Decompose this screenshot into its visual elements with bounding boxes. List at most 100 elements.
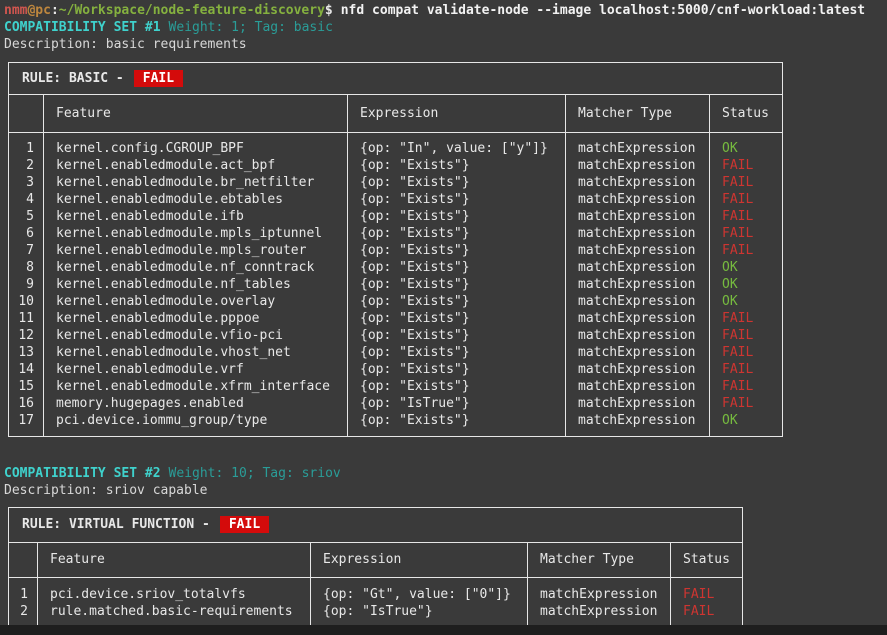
expression-cell: {op: "Exists"} <box>347 310 566 327</box>
set1-meta: Weight: 1; Tag: basic <box>168 20 333 35</box>
status-cell: FAIL <box>708 395 783 412</box>
status-cell: OK <box>708 412 783 437</box>
feature-cell: kernel.enabledmodule.br_netfilter <box>43 174 348 191</box>
matcher-type-cell: matchExpression <box>527 603 671 629</box>
table-row: 10 kernel.enabledmodule.overlay {op: "Exis… <box>9 293 783 310</box>
row-number: 8 <box>26 260 34 275</box>
matcher-type-cell: matchExpression <box>565 344 710 361</box>
col-header-matcher-type: Matcher Type <box>565 94 710 133</box>
window-bottom-edge <box>0 625 887 635</box>
status-cell: FAIL <box>708 208 783 225</box>
expression-cell: {op: "Exists"} <box>347 259 566 276</box>
table-row: 9 kernel.enabledmodule.nf_tables {op: "Exi… <box>9 276 783 293</box>
table-row: 17 pci.device.iommu_group/type {op: "Exist… <box>9 412 783 437</box>
row-number: 2 <box>20 604 28 619</box>
set1-title: COMPATIBILITY SET #1 <box>4 20 161 35</box>
matcher-type-cell: matchExpression <box>565 293 710 310</box>
feature-cell: kernel.enabledmodule.vrf <box>43 361 348 378</box>
set2-meta: Weight: 10; Tag: sriov <box>168 466 341 481</box>
row-number: 3 <box>26 175 34 190</box>
matcher-type-cell: matchExpression <box>565 378 710 395</box>
matcher-type-cell: matchExpression <box>565 191 710 208</box>
status-cell: FAIL <box>669 577 743 603</box>
expression-cell: {op: "Exists"} <box>347 242 566 259</box>
feature-cell: kernel.enabledmodule.ebtables <box>43 191 348 208</box>
feature-cell: kernel.enabledmodule.mpls_iptunnel <box>43 225 348 242</box>
row-number: 13 <box>18 345 34 360</box>
expression-cell: {op: "Exists"} <box>347 378 566 395</box>
matcher-type-cell: matchExpression <box>565 327 710 344</box>
status-cell: OK <box>708 259 783 276</box>
feature-cell: kernel.enabledmodule.vfio-pci <box>43 327 348 344</box>
feature-cell: kernel.enabledmodule.nf_tables <box>43 276 348 293</box>
feature-cell: pci.device.sriov_totalvfs <box>37 577 311 603</box>
rule-label: RULE: BASIC - <box>22 71 124 86</box>
expression-cell: {op: "Exists"} <box>347 361 566 378</box>
feature-cell: kernel.enabledmodule.vhost_net <box>43 344 348 361</box>
matcher-type-cell: matchExpression <box>565 412 710 437</box>
status-cell: FAIL <box>708 344 783 361</box>
row-number: 10 <box>18 294 34 309</box>
table-row: 2 rule.matched.basic-requirements {op: "Is… <box>9 603 743 629</box>
set1-description: Description: basic requirements <box>4 37 247 52</box>
table-row: 5 kernel.enabledmodule.ifb {op: "Exists"} m… <box>9 208 783 225</box>
column-header-row: Feature Expression Matcher Type Status <box>8 542 743 578</box>
col-header-feature: Feature <box>37 542 311 578</box>
table-row: 13 kernel.enabledmodule.vhost_net {op: "Ex… <box>9 344 783 361</box>
table-row: 3 kernel.enabledmodule.br_netfilter {op: "… <box>9 174 783 191</box>
expression-cell: {op: "Exists"} <box>347 412 566 437</box>
table-row: 12 kernel.enabledmodule.vfio-pci {op: "Exi… <box>9 327 783 344</box>
fail-badge: FAIL <box>219 516 270 533</box>
expression-cell: {op: "IsTrue"} <box>347 395 566 412</box>
row-number: 6 <box>26 226 34 241</box>
matcher-type-cell: matchExpression <box>565 361 710 378</box>
matcher-type-cell: matchExpression <box>565 259 710 276</box>
row-number: 1 <box>26 141 34 156</box>
virtual-function-rule-table: RULE: VIRTUAL FUNCTION - FAIL Feature Exp… <box>8 507 744 629</box>
row-number: 7 <box>26 243 34 258</box>
table-row: 1 pci.device.sriov_totalvfs {op: "Gt", val… <box>9 577 743 603</box>
feature-cell: memory.hugepages.enabled <box>43 395 348 412</box>
feature-cell: kernel.enabledmodule.xfrm_interface <box>43 378 348 395</box>
col-header-expression: Expression <box>310 542 528 578</box>
feature-cell: pci.device.iommu_group/type <box>43 412 348 437</box>
feature-cell: kernel.enabledmodule.pppoe <box>43 310 348 327</box>
status-cell: FAIL <box>708 157 783 174</box>
prompt-host: @pc <box>27 3 51 18</box>
matcher-type-cell: matchExpression <box>565 310 710 327</box>
col-header-index <box>8 542 38 578</box>
expression-cell: {op: "IsTrue"} <box>310 603 528 629</box>
table-row: 6 kernel.enabledmodule.mpls_iptunnel {op: … <box>9 225 783 242</box>
table-row: 16 memory.hugepages.enabled {op: "IsTrue"}… <box>9 395 783 412</box>
feature-cell: kernel.enabledmodule.mpls_router <box>43 242 348 259</box>
col-header-status: Status <box>708 94 783 133</box>
expression-cell: {op: "Exists"} <box>347 344 566 361</box>
col-header-status: Status <box>669 542 743 578</box>
status-cell: FAIL <box>708 225 783 242</box>
row-number: 14 <box>18 362 34 377</box>
expression-cell: {op: "Exists"} <box>347 276 566 293</box>
expression-cell: {op: "Gt", value: ["0"]} <box>310 577 528 603</box>
row-number: 17 <box>18 413 34 428</box>
row-number: 9 <box>26 277 34 292</box>
col-header-expression: Expression <box>347 94 566 133</box>
expression-cell: {op: "Exists"} <box>347 191 566 208</box>
row-number: 5 <box>26 209 34 224</box>
col-header-matcher-type: Matcher Type <box>527 542 671 578</box>
row-number: 11 <box>18 311 34 326</box>
expression-cell: {op: "In", value: ["y"]} <box>347 132 566 157</box>
expression-cell: {op: "Exists"} <box>347 293 566 310</box>
col-header-feature: Feature <box>43 94 348 133</box>
column-header-row: Feature Expression Matcher Type Status <box>8 94 783 133</box>
status-cell: OK <box>708 276 783 293</box>
status-cell: OK <box>708 293 783 310</box>
table-row: 4 kernel.enabledmodule.ebtables {op: "Exis… <box>9 191 783 208</box>
matcher-type-cell: matchExpression <box>565 174 710 191</box>
status-cell: FAIL <box>708 310 783 327</box>
table-row: 15 kernel.enabledmodule.xfrm_interface {op… <box>9 378 783 395</box>
expression-cell: {op: "Exists"} <box>347 157 566 174</box>
matcher-type-cell: matchExpression <box>565 208 710 225</box>
set1-header: COMPATIBILITY SET #1 Weight: 1; Tag: basi… <box>0 19 887 36</box>
rule-header: RULE: VIRTUAL FUNCTION - FAIL <box>8 507 743 543</box>
